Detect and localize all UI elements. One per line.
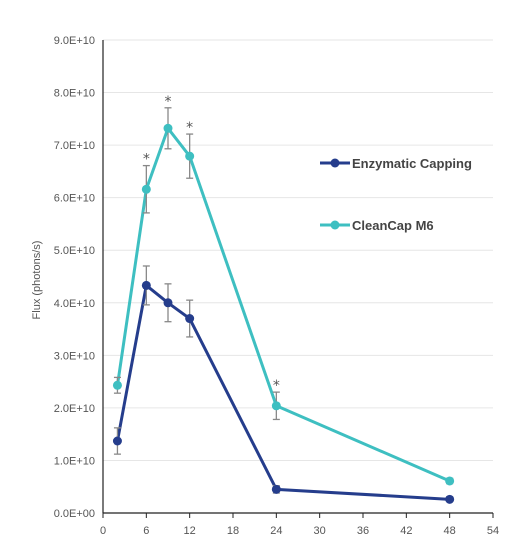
- x-tick-label: 12: [184, 525, 196, 537]
- x-tick-label: 48: [444, 525, 456, 537]
- x-tick-label: 24: [270, 525, 282, 537]
- axes: [102, 40, 494, 518]
- significance-annotations: * * * *: [143, 94, 280, 394]
- significance-marker: *: [165, 94, 172, 110]
- y-tick-label: 1.0E+10: [54, 455, 95, 467]
- x-tick-label: 6: [143, 525, 149, 537]
- data-point: [163, 123, 173, 133]
- data-point: [163, 298, 173, 308]
- legend-item: Enzymatic Capping: [320, 156, 472, 171]
- x-tick-label: 42: [400, 525, 412, 537]
- y-tick-labels: 0.0E+00 1.0E+10 2.0E+10 3.0E+10 4.0E+10 5.0E+…: [54, 35, 95, 520]
- significance-marker: *: [186, 120, 193, 136]
- y-axis-title: Flux (photons/s): [31, 241, 43, 320]
- legend-swatch-marker: [330, 220, 340, 230]
- series-cleancap-m6: [112, 107, 455, 486]
- x-tick-label: 18: [227, 525, 239, 537]
- x-tick-label: 36: [357, 525, 369, 537]
- legend-item: CleanCap M6: [320, 218, 434, 233]
- x-tick-label: 54: [487, 525, 499, 537]
- y-tick-label: 0.0E+00: [54, 508, 95, 520]
- series-line: [115, 283, 450, 501]
- y-tick-label: 6.0E+10: [54, 193, 95, 205]
- series-line: [115, 126, 451, 483]
- y-tick-label: 3.0E+10: [54, 350, 95, 362]
- grid-lines: [103, 39, 493, 461]
- data-point: [185, 151, 195, 161]
- data-point: [445, 476, 455, 486]
- legend-label: Enzymatic Capping: [352, 156, 472, 171]
- y-tick-label: 7.0E+10: [54, 140, 95, 152]
- data-point: [141, 184, 151, 194]
- y-tick-label: 8.0E+10: [54, 88, 95, 100]
- series-enzymatic-capping: [112, 265, 455, 504]
- significance-marker: *: [273, 378, 280, 394]
- y-tick-label: 9.0E+10: [54, 35, 95, 47]
- y-tick-label: 4.0E+10: [54, 298, 95, 310]
- x-tick-labels: 0 6 12 18 24 30 36 42 48 54: [100, 525, 499, 537]
- data-point: [185, 314, 195, 324]
- data-point: [112, 380, 122, 390]
- significance-marker: *: [143, 152, 150, 168]
- x-tick-label: 30: [314, 525, 326, 537]
- series: [112, 107, 455, 504]
- y-tick-label: 2.0E+10: [54, 403, 95, 415]
- data-point: [271, 484, 281, 494]
- data-point: [445, 494, 455, 504]
- legend: Enzymatic Capping CleanCap M6: [320, 156, 472, 233]
- legend-label: CleanCap M6: [352, 218, 434, 233]
- y-tick-label: 5.0E+10: [54, 245, 95, 257]
- data-point: [112, 436, 122, 446]
- x-tick-label: 0: [100, 525, 106, 537]
- legend-swatch-marker: [330, 158, 340, 168]
- data-point: [141, 280, 151, 290]
- data-point: [271, 401, 281, 411]
